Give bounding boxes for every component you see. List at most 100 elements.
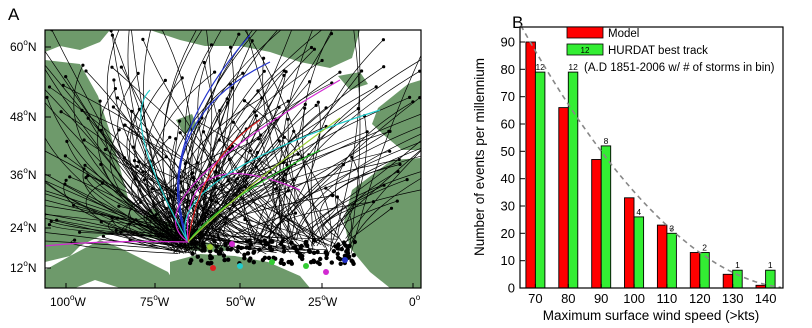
storm-track — [244, 30, 314, 251]
highlight-genesis-point — [303, 263, 309, 269]
latitude-axis: 60oN 48oN 36oN 24oN 12oN — [10, 38, 51, 275]
genesis-point — [262, 238, 267, 243]
track-end-marker — [293, 211, 298, 215]
genesis-point — [202, 248, 207, 253]
legend-swatch-hurdat — [566, 43, 604, 56]
track-end-marker — [120, 22, 123, 25]
storm-track — [198, 40, 253, 251]
storm-track — [46, 97, 175, 240]
track-end-marker — [248, 149, 252, 153]
storm-track — [45, 205, 265, 243]
highlight-genesis-point — [269, 259, 275, 265]
genesis-point — [271, 255, 276, 260]
storm-count-label: 12 — [535, 62, 545, 72]
genesis-point — [292, 245, 297, 251]
track-end-marker — [99, 128, 103, 132]
y-tick-label: 30 — [501, 199, 515, 214]
x-tick-label: 110 — [657, 291, 678, 306]
legend: Model 12 HURDAT best track (A.D 1851-200… — [566, 26, 775, 74]
storm-track — [208, 195, 333, 251]
track-end-marker — [82, 138, 86, 142]
x-tick-label: 140 — [755, 291, 777, 306]
track-end-marker — [174, 137, 178, 141]
storm-track — [337, 171, 399, 238]
highlight-storm-track — [178, 61, 271, 243]
highlight-storm-track — [177, 34, 251, 243]
genesis-point — [217, 249, 222, 255]
highlight-genesis-point — [207, 244, 213, 250]
bar-hurdat — [732, 269, 743, 289]
track-end-marker — [243, 184, 248, 189]
track-end-marker — [350, 155, 354, 159]
storm-track — [143, 195, 195, 246]
track-end-marker — [55, 218, 59, 222]
genesis-point — [333, 244, 338, 249]
track-end-marker — [27, 163, 30, 166]
genesis-point — [205, 261, 211, 266]
track-end-marker — [322, 4, 325, 7]
storm-track-map-panel: A — [6, 0, 490, 309]
highlight-genesis-point — [342, 257, 348, 263]
bar-hurdat — [534, 71, 546, 289]
storm-track — [131, 160, 202, 241]
track-end-marker — [128, 238, 132, 242]
storm-track — [173, 188, 204, 250]
land-north — [150, 30, 360, 68]
storm-track — [178, 167, 289, 248]
genesis-point — [351, 253, 356, 258]
track-end-marker — [191, 171, 195, 175]
track-end-marker — [84, 69, 88, 73]
genesis-point — [248, 242, 253, 247]
genesis-point — [266, 255, 272, 261]
track-end-marker — [35, 92, 38, 95]
bar-hurdat — [600, 145, 612, 289]
storm-track — [254, 108, 306, 245]
track-end-marker — [112, 78, 116, 82]
genesis-point — [223, 241, 228, 246]
track-end-marker — [41, 45, 44, 48]
genesis-point — [242, 252, 247, 257]
track-end-marker — [228, 45, 233, 49]
track-end-marker — [356, 107, 360, 111]
genesis-point — [342, 253, 348, 258]
lat-tick-24: 24oN — [10, 219, 36, 235]
storm-track — [211, 200, 305, 251]
genesis-point — [262, 255, 268, 260]
panel-a-label: A — [8, 5, 20, 24]
track-end-marker — [115, 96, 120, 100]
track-end-marker — [487, 123, 490, 126]
genesis-point — [245, 251, 251, 256]
track-end-marker — [201, 130, 206, 134]
track-end-marker — [47, 223, 52, 227]
genesis-point — [209, 260, 214, 266]
genesis-point — [344, 249, 349, 254]
track-end-marker — [6, 162, 9, 165]
track-end-marker — [178, 119, 182, 123]
lat-tick-36: 36oN — [10, 166, 36, 182]
track-end-marker — [435, 22, 438, 25]
genesis-point — [335, 255, 341, 260]
lat-tick-48: 48oN — [10, 108, 36, 124]
genesis-point — [312, 238, 317, 243]
storm-track — [321, 189, 421, 239]
genesis-point — [315, 249, 320, 255]
track-end-marker — [45, 95, 49, 99]
track-end-marker — [83, 163, 87, 167]
track-end-marker — [296, 152, 300, 156]
panel-b-label: B — [512, 13, 523, 32]
storm-track — [250, 164, 344, 247]
track-end-marker — [356, 25, 359, 28]
genesis-point — [347, 243, 352, 249]
storm-track — [296, 147, 421, 241]
track-end-marker — [32, 202, 35, 205]
storm-track — [117, 97, 190, 242]
storm-track — [81, 110, 294, 248]
track-end-marker — [359, 0, 362, 3]
track-end-marker — [64, 178, 68, 182]
storm-track — [267, 164, 288, 244]
bar-model — [525, 41, 536, 289]
genesis-point — [311, 250, 317, 255]
track-end-marker — [191, 176, 195, 180]
storm-tracks — [6, 0, 490, 267]
y-axis: 0 10 20 30 40 50 60 70 80 90 — [501, 35, 525, 296]
